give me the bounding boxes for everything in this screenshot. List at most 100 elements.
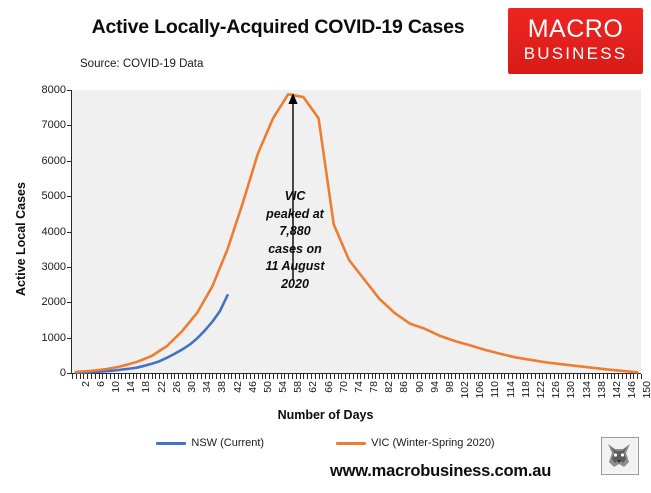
x-tick-mark [584,374,586,379]
annotation-line: 2020 [281,276,309,291]
x-tick-mark [474,374,476,379]
x-tick-label: 118 [519,381,532,398]
x-tick-mark [166,374,168,379]
x-tick-mark [398,374,400,379]
y-tick-mark [67,125,72,127]
x-tick-mark [83,374,85,379]
x-tick-mark [489,374,491,379]
x-tick-mark [113,374,115,379]
x-tick-label: 66 [322,381,335,393]
x-tick-mark [75,374,77,379]
x-tick-mark [591,374,593,379]
x-tick-mark [447,374,449,379]
x-tick-mark [128,374,130,379]
x-tick-mark [603,374,605,379]
x-tick-mark [538,374,540,379]
x-tick-mark [568,374,570,379]
x-tick-mark [307,374,309,379]
y-tick-label: 3000 [41,260,66,273]
x-tick-mark [223,374,225,379]
x-tick-mark [94,374,96,379]
x-tick-mark [424,374,426,379]
x-tick-mark [337,374,339,379]
x-tick-label: 150 [641,381,651,399]
brand-name-primary: MACRO [527,15,624,43]
annotation-line: cases on [268,241,322,256]
x-tick-mark [641,374,642,379]
x-tick-label: 90 [413,381,426,393]
x-tick-mark [140,374,142,379]
x-tick-label: 18 [140,381,153,393]
y-tick-mark [67,373,72,374]
y-tick-label: 2000 [41,296,66,309]
x-tick-label: 146 [626,381,639,399]
x-tick-mark [174,374,176,379]
x-tick-label: 54 [277,381,290,393]
x-tick-mark [633,374,635,379]
x-tick-mark [420,374,422,379]
x-tick-mark [238,374,240,379]
x-tick-mark [151,374,153,379]
x-tick-mark [303,374,305,379]
x-tick-mark [379,374,381,379]
x-tick-mark [599,374,601,379]
x-tick-mark [102,374,104,379]
x-tick-mark [147,374,149,379]
macro-business-logo: MACRO BUSINESS [508,8,643,74]
x-tick-mark [288,374,290,379]
x-tick-mark [292,374,293,379]
x-tick-mark [386,374,388,379]
x-tick-label: 86 [398,381,411,393]
x-tick-mark [565,374,567,379]
x-tick-label: 138 [595,381,608,399]
y-tick-mark [67,90,72,91]
x-tick-mark [371,374,373,379]
x-tick-mark [197,374,199,379]
x-tick-mark [451,374,453,379]
x-tick-mark [276,374,278,379]
x-tick-mark [132,374,134,379]
x-tick-label: 62 [307,381,320,393]
x-tick-mark [512,374,514,379]
y-tick-mark [67,196,72,198]
x-tick-mark [250,374,252,379]
x-tick-mark [310,374,312,379]
x-tick-mark [193,374,195,379]
x-tick-label: 34 [201,381,214,393]
x-tick-mark [405,374,407,379]
x-tick-label: 46 [246,381,259,393]
x-tick-mark [466,374,468,379]
source-note: Source: COVID-19 Data [80,58,204,70]
x-tick-mark [356,374,358,379]
legend-item[interactable]: VIC (Winter-Spring 2020) [336,437,495,449]
annotation-line: VIC [284,189,306,203]
site-url[interactable]: www.macrobusiness.com.au [330,462,552,480]
x-tick-mark [504,374,506,379]
y-tick-mark [67,231,72,233]
y-tick-label: 7000 [41,119,66,132]
x-tick-mark [572,374,574,379]
wolf-head-icon [601,437,639,475]
x-tick-mark [87,374,89,379]
x-tick-label: 134 [580,381,593,399]
x-tick-mark [455,374,457,379]
x-tick-label: 110 [489,381,502,398]
x-tick-label: 82 [383,381,396,393]
x-tick-label: 98 [443,381,456,393]
legend-item[interactable]: NSW (Current) [156,437,264,449]
x-tick-label: 10 [110,381,123,393]
x-tick-mark [622,374,624,379]
x-tick-mark [155,374,157,379]
x-tick-label: 130 [565,381,578,399]
x-tick-mark [72,374,73,379]
x-tick-mark [242,374,244,379]
x-axis-title: Number of Days [277,408,374,422]
x-tick-label: 74 [352,381,365,393]
x-tick-mark [618,374,620,379]
x-tick-mark [625,374,627,379]
x-tick-mark [246,374,248,379]
x-tick-mark [493,374,495,379]
x-tick-label: 22 [155,381,168,393]
brand-name-secondary: BUSINESS [523,44,628,63]
x-tick-mark [125,374,127,379]
